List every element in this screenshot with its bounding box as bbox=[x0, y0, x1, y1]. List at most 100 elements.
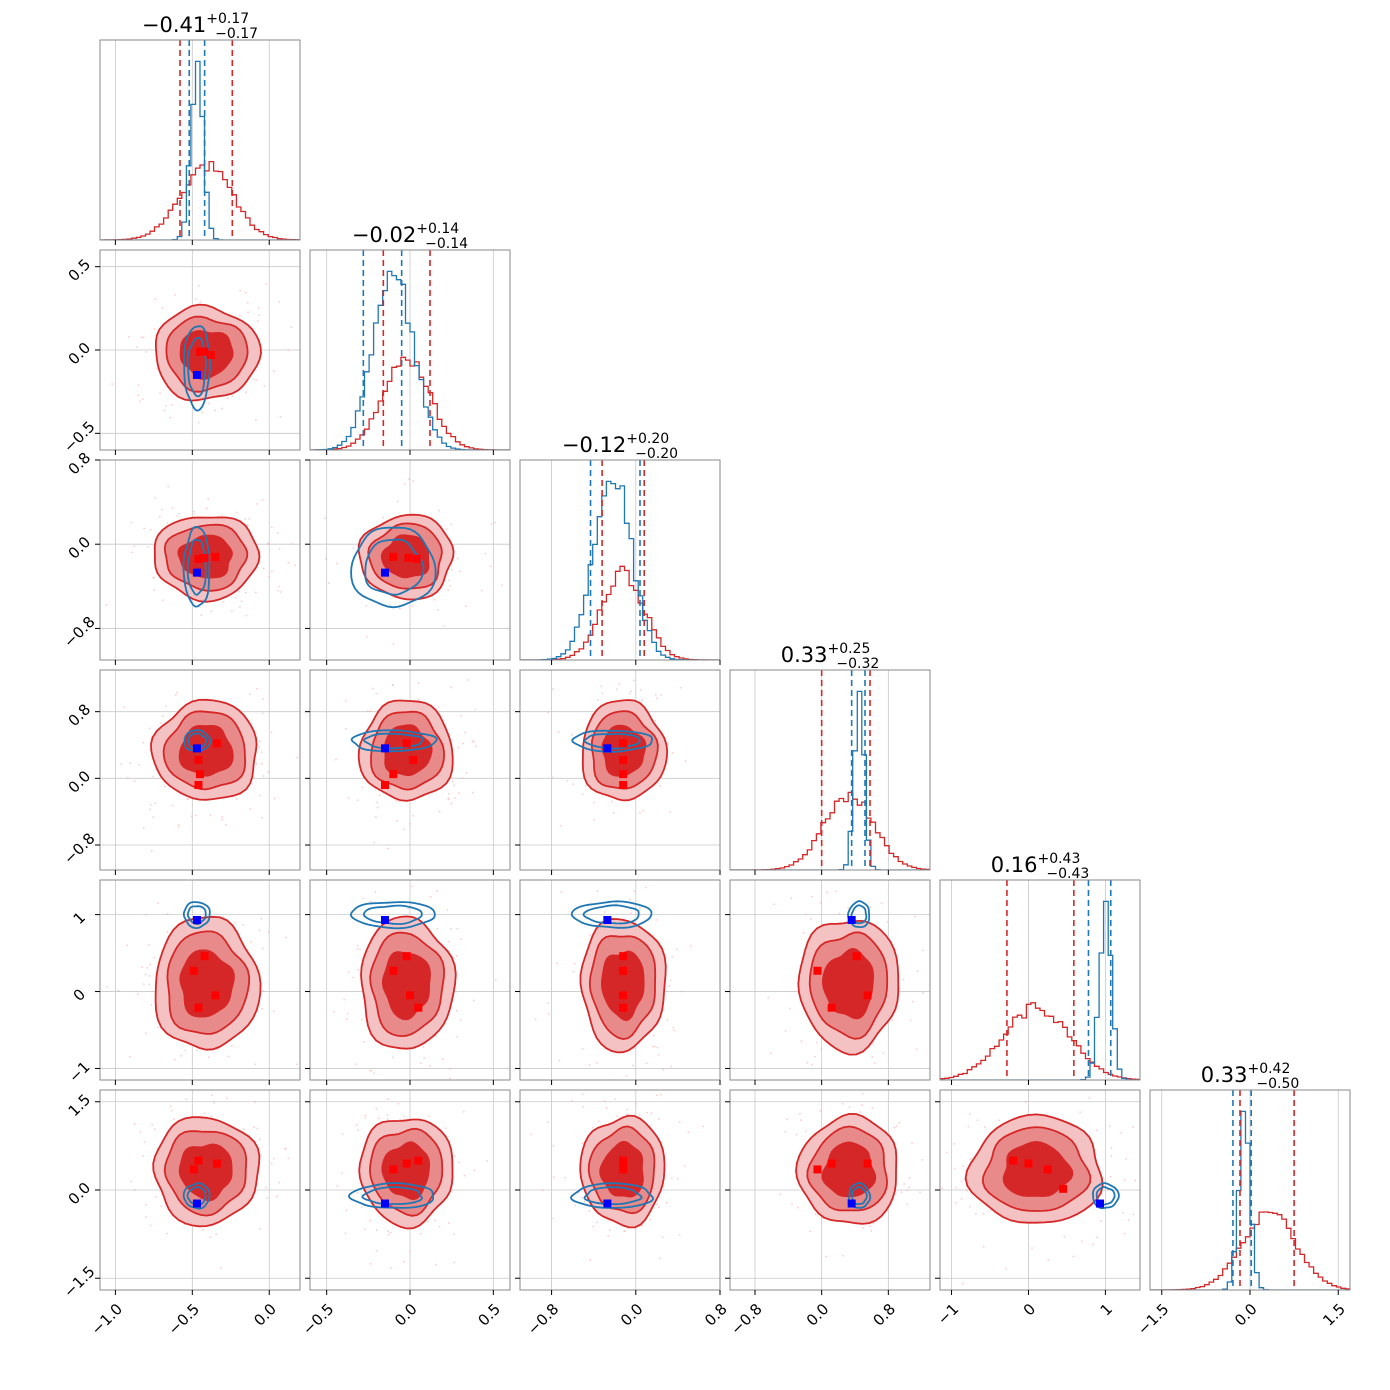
sample-point bbox=[632, 679, 635, 682]
sample-point bbox=[129, 1055, 131, 1058]
panel-frame bbox=[519, 879, 721, 1081]
histogram-panel-0: −0.41+0.17 −0.17 bbox=[99, 11, 301, 245]
sample-point bbox=[450, 928, 453, 930]
red-marker bbox=[389, 770, 398, 779]
title-median: 0.33 bbox=[781, 643, 828, 667]
sample-point bbox=[616, 1115, 619, 1118]
sample-point bbox=[474, 708, 477, 711]
sample-point bbox=[170, 1109, 173, 1112]
contour-b-outer bbox=[569, 1182, 654, 1209]
y-tick-label: 0.0 bbox=[65, 767, 95, 797]
y-tick-label: −1.5 bbox=[60, 1263, 98, 1301]
sample-point bbox=[373, 1072, 375, 1074]
sample-point bbox=[456, 927, 459, 930]
sample-point bbox=[662, 1068, 665, 1071]
sample-point bbox=[938, 1150, 940, 1152]
sample-point bbox=[447, 798, 450, 801]
red-marker bbox=[194, 1003, 203, 1012]
sample-point bbox=[870, 1229, 873, 1232]
sample-point bbox=[355, 1063, 358, 1066]
sample-point bbox=[465, 772, 468, 774]
sample-point bbox=[137, 384, 140, 387]
sample-point bbox=[263, 385, 266, 387]
sample-point bbox=[669, 979, 672, 982]
red-marker bbox=[1024, 1159, 1033, 1168]
sample-point bbox=[392, 666, 394, 668]
sample-point bbox=[376, 806, 379, 809]
sample-point bbox=[285, 936, 287, 939]
sample-point bbox=[480, 589, 483, 592]
sample-point bbox=[166, 1232, 168, 1235]
sample-point bbox=[494, 521, 497, 524]
sample-point bbox=[460, 938, 462, 940]
sample-point bbox=[448, 1068, 451, 1070]
sample-point bbox=[450, 523, 453, 526]
sample-point bbox=[922, 992, 925, 994]
panel-content bbox=[310, 460, 510, 660]
sample-point bbox=[444, 1127, 447, 1130]
sample-point bbox=[862, 1227, 865, 1229]
sample-point bbox=[1122, 1211, 1125, 1214]
sample-point bbox=[392, 643, 395, 646]
sample-point bbox=[816, 1041, 819, 1044]
histogram-panel-5: 0.33+0.42 −0.50 −1.5 0.0 1.5 bbox=[1134, 1061, 1351, 1339]
sample-point bbox=[571, 733, 573, 736]
x-tick-label: −0.5 bbox=[299, 1300, 337, 1338]
red-marker bbox=[619, 781, 628, 789]
sample-point bbox=[566, 779, 569, 782]
sample-point bbox=[791, 1203, 793, 1206]
panel-title-3: 0.33+0.25 −0.32 bbox=[781, 641, 880, 672]
sample-point bbox=[448, 1077, 451, 1080]
sample-point bbox=[600, 685, 603, 688]
contour-b-outer bbox=[1092, 1182, 1120, 1210]
sample-point bbox=[909, 1019, 912, 1022]
truth-marker bbox=[192, 916, 201, 924]
sample-point bbox=[197, 284, 200, 287]
sample-point bbox=[267, 771, 269, 774]
sample-point bbox=[784, 1130, 787, 1133]
sample-point bbox=[268, 575, 270, 578]
red-marker bbox=[1059, 1184, 1068, 1193]
sample-point bbox=[848, 1106, 851, 1109]
sample-point bbox=[684, 760, 687, 762]
sample-point bbox=[809, 1230, 812, 1233]
panel-title-2: −0.12+0.20 −0.20 bbox=[562, 431, 678, 462]
sample-point bbox=[417, 682, 420, 685]
sample-point bbox=[419, 1062, 422, 1065]
sample-point bbox=[454, 797, 456, 800]
sample-point bbox=[915, 1048, 918, 1051]
sample-point bbox=[253, 1126, 256, 1129]
sample-point bbox=[1079, 1111, 1082, 1114]
sample-point bbox=[364, 1114, 367, 1117]
sample-point bbox=[644, 886, 647, 889]
panel-content bbox=[520, 880, 729, 1080]
sample-point bbox=[162, 599, 164, 602]
sample-point bbox=[111, 383, 114, 385]
sample-point bbox=[270, 731, 273, 734]
sample-point bbox=[1031, 1247, 1033, 1250]
sample-point bbox=[677, 1178, 680, 1180]
sample-point bbox=[1110, 1147, 1113, 1149]
sample-point bbox=[344, 700, 347, 702]
sample-point bbox=[150, 849, 153, 852]
sample-point bbox=[397, 800, 400, 803]
sample-point bbox=[727, 999, 729, 1001]
sample-point bbox=[156, 902, 159, 905]
sample-point bbox=[460, 714, 463, 717]
sample-point bbox=[154, 1196, 157, 1198]
sample-point bbox=[234, 921, 237, 924]
sample-point bbox=[347, 796, 350, 799]
sample-point bbox=[138, 400, 141, 403]
sample-point bbox=[260, 762, 263, 765]
sample-point bbox=[395, 799, 398, 802]
histogram-b bbox=[940, 900, 1140, 1080]
sample-point bbox=[278, 301, 281, 303]
x-tick-label: −1 bbox=[934, 1300, 962, 1328]
panel-content bbox=[730, 1090, 930, 1290]
sample-point bbox=[142, 1154, 145, 1157]
y-tick-label: 0.8 bbox=[65, 700, 95, 730]
sample-point bbox=[592, 801, 595, 804]
histogram-a bbox=[520, 565, 720, 660]
sample-point bbox=[1025, 1101, 1027, 1103]
x-tick-label: 0.8 bbox=[701, 1300, 731, 1330]
